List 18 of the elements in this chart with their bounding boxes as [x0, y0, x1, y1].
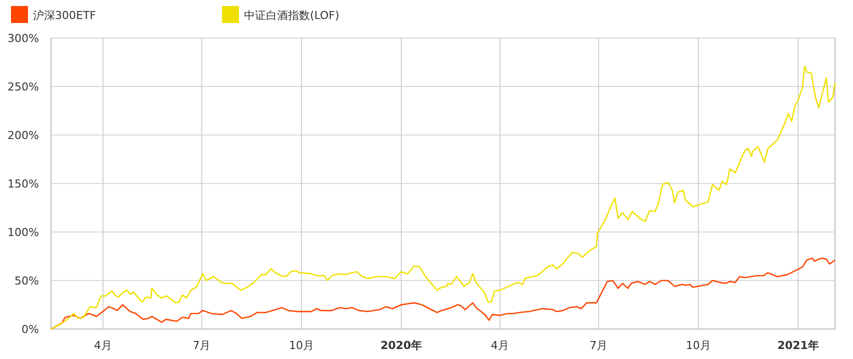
x-tick-label: 4月: [94, 339, 112, 352]
y-tick-label: 200%: [8, 128, 39, 142]
y-tick-label: 100%: [8, 226, 39, 239]
y-tick-label: 50%: [14, 274, 39, 288]
x-tick-label: 4月: [490, 339, 509, 352]
x-tick-label: 2021年: [777, 339, 819, 352]
line-series: [50, 65, 836, 330]
legend-label: 中证白酒指数(LOF): [244, 8, 340, 22]
y-tick-label: 150%: [8, 177, 39, 190]
y-tick-label: 250%: [8, 80, 39, 94]
x-tick-label: 10月: [686, 339, 711, 352]
x-tick-label: 10月: [288, 339, 314, 352]
legend-label: 沪深300ETF: [33, 8, 96, 22]
x-tick-label: 7月: [590, 339, 608, 352]
x-tick-label: 7月: [192, 339, 211, 352]
x-tick-label: 2020年: [380, 339, 422, 352]
y-tick-label: 0%: [22, 322, 39, 336]
y-tick-label: 300%: [8, 32, 39, 45]
